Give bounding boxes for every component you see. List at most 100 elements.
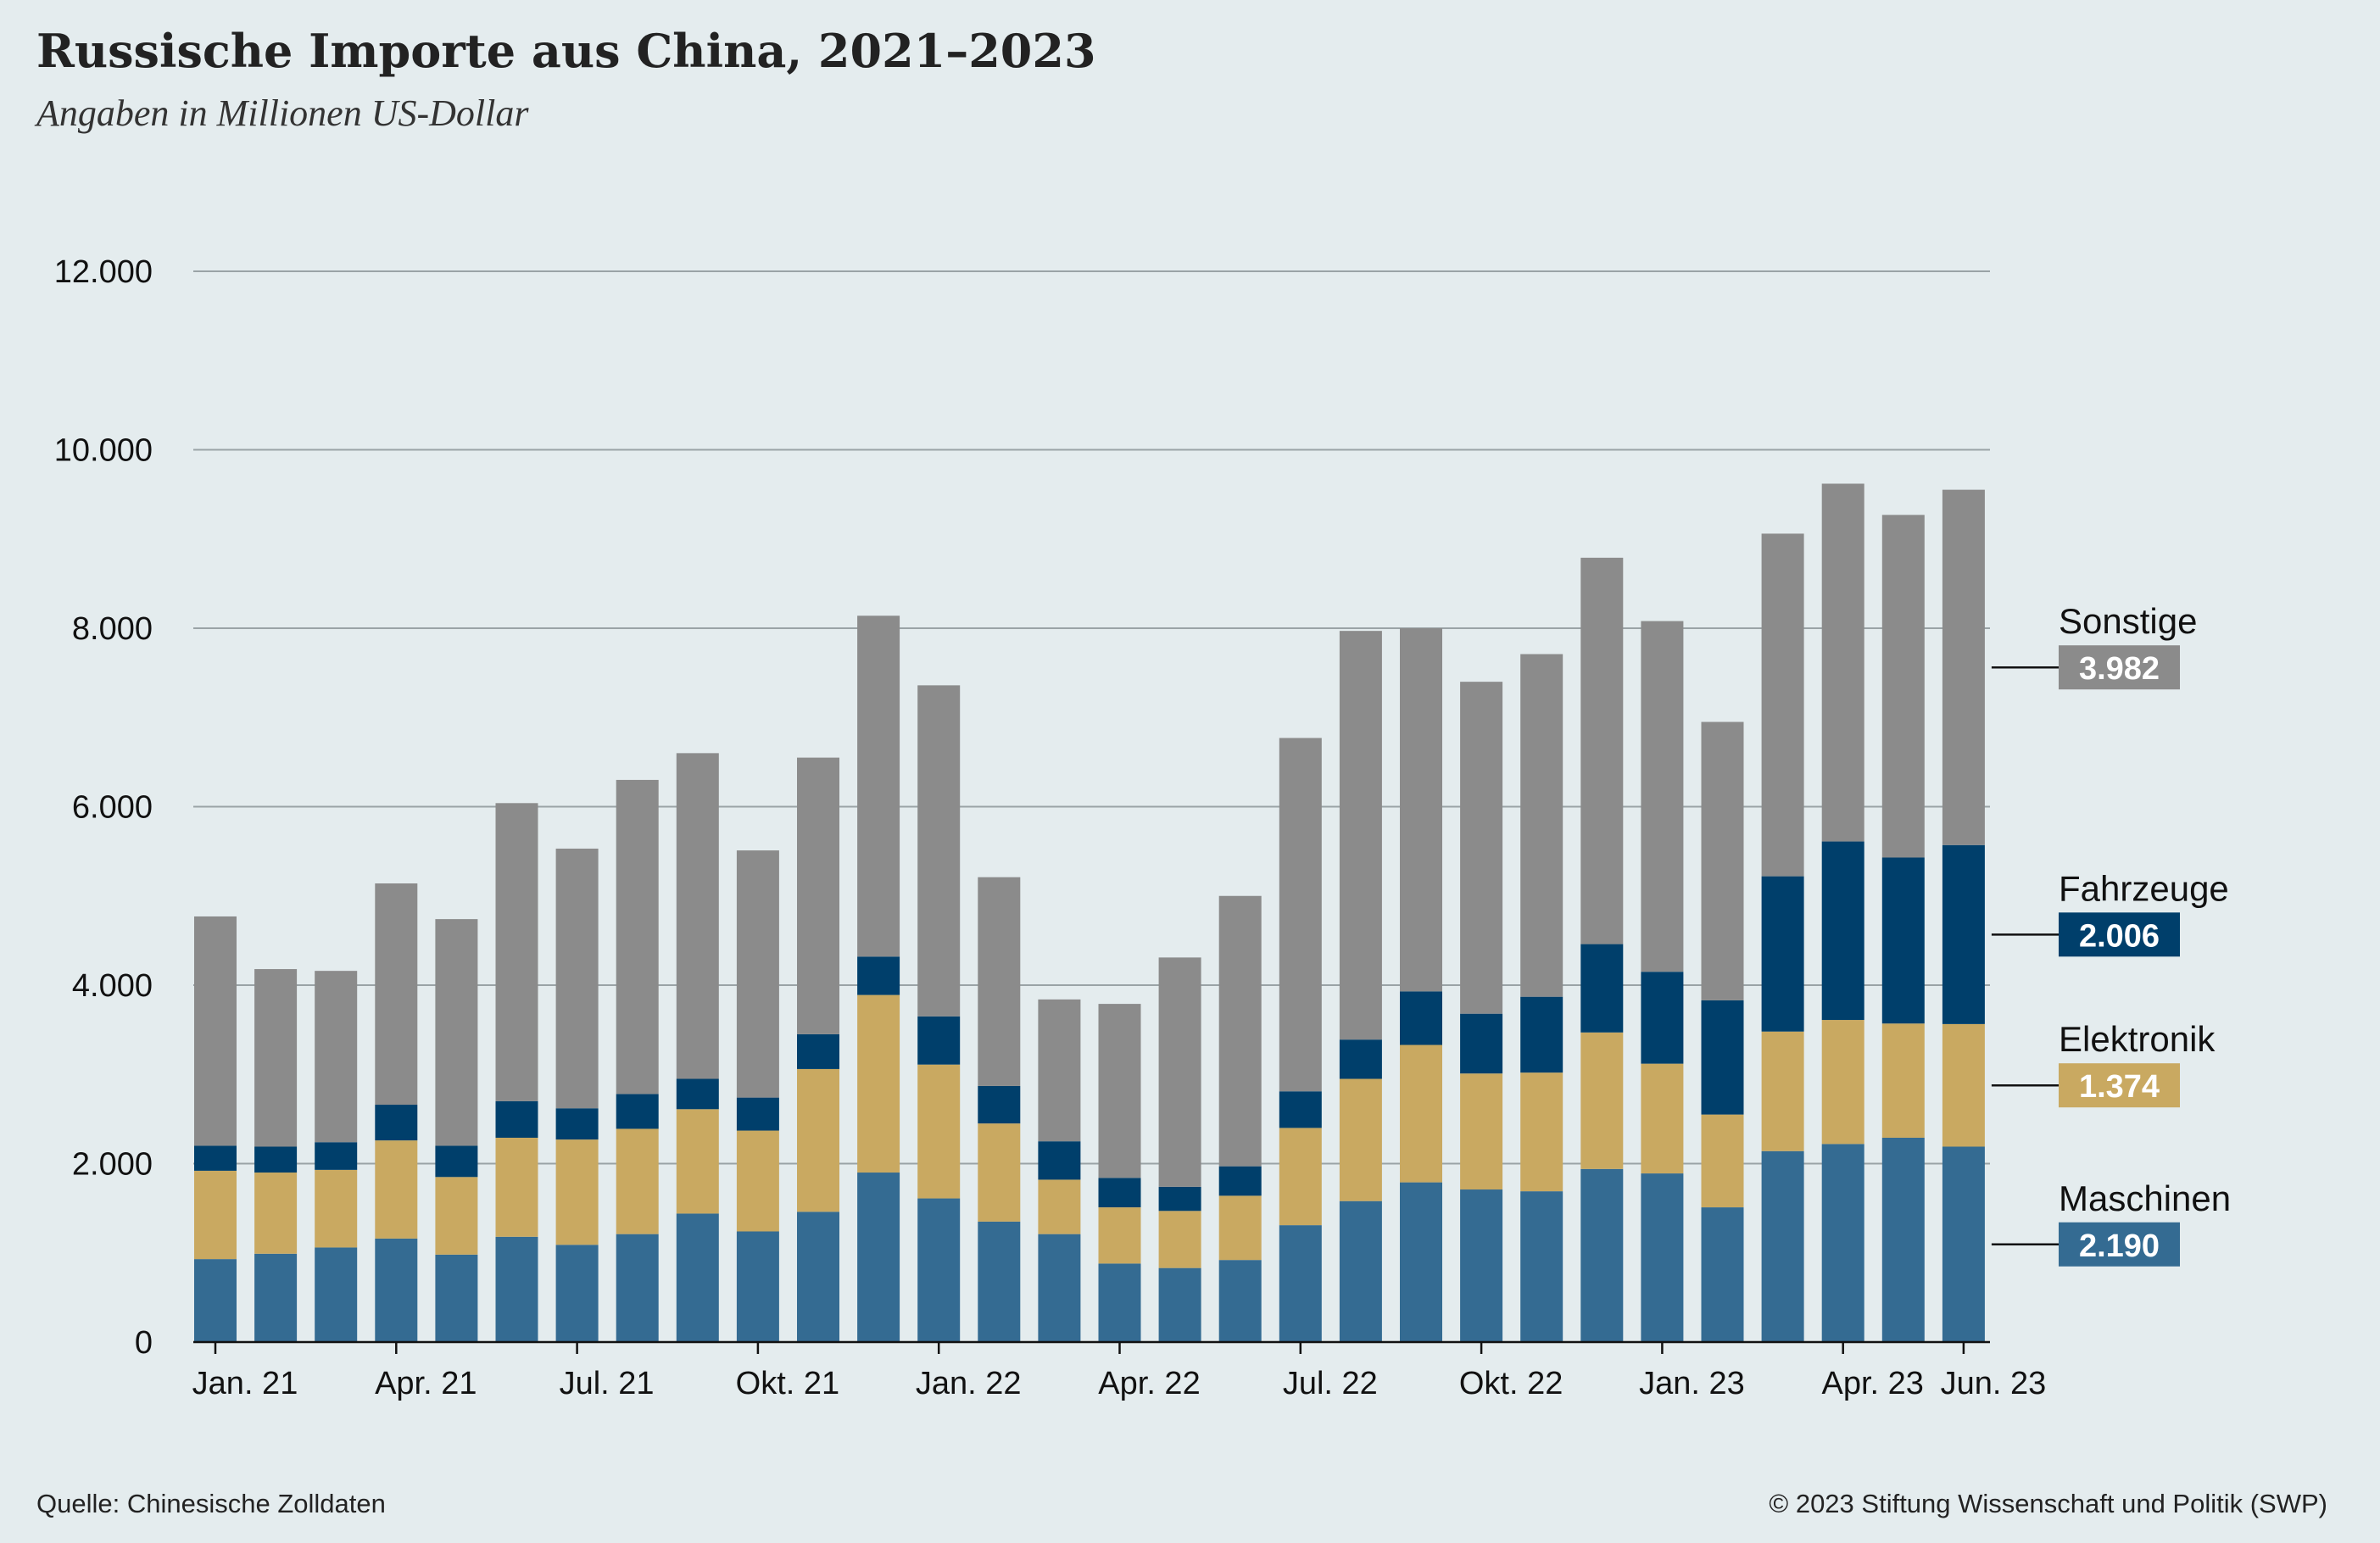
bar-sonstige-28 — [1881, 515, 1925, 858]
bar-maschinen-0 — [194, 1259, 237, 1342]
bar-sonstige-4 — [435, 919, 478, 1146]
bar-maschinen-24 — [1641, 1173, 1684, 1342]
bar-fahrzeuge-13 — [978, 1085, 1021, 1124]
bar-maschinen-3 — [375, 1238, 418, 1342]
bar-maschinen-4 — [435, 1254, 478, 1342]
bar-fahrzeuge-12 — [917, 1016, 961, 1065]
bar-sonstige-1 — [254, 969, 298, 1147]
bar-sonstige-0 — [194, 916, 237, 1146]
bar-maschinen-22 — [1520, 1191, 1563, 1342]
bar-elektronik-4 — [435, 1177, 478, 1255]
bar-sonstige-26 — [1761, 533, 1804, 877]
bar-elektronik-11 — [857, 994, 900, 1173]
bar-maschinen-18 — [1279, 1225, 1322, 1342]
bar-elektronik-0 — [194, 1170, 237, 1260]
bar-maschinen-1 — [254, 1253, 298, 1342]
bar-fahrzeuge-14 — [1038, 1141, 1081, 1180]
bar-maschinen-21 — [1460, 1189, 1503, 1342]
bar-fahrzeuge-26 — [1761, 876, 1804, 1032]
bar-maschinen-28 — [1881, 1137, 1925, 1342]
bar-maschinen-19 — [1339, 1200, 1382, 1342]
bar-fahrzeuge-16 — [1158, 1186, 1201, 1212]
bar-fahrzeuge-21 — [1460, 1013, 1503, 1074]
bar-fahrzeuge-3 — [375, 1105, 418, 1141]
source-note: Quelle: Chinesische Zolldaten — [36, 1489, 386, 1518]
bar-fahrzeuge-19 — [1339, 1039, 1382, 1079]
bar-sonstige-17 — [1218, 895, 1262, 1167]
legend-name-sonstige: Sonstige — [2059, 601, 2197, 641]
legend-value-box-maschinen — [2059, 1222, 2180, 1267]
y-tick-label: 10.000 — [54, 433, 153, 469]
bar-maschinen-10 — [797, 1212, 839, 1342]
axes: 0 2.000 4.000 6.000 8.000 10.000 12.000 Jan. 21… — [54, 254, 2046, 1401]
bar-fahrzeuge-17 — [1218, 1166, 1262, 1196]
bar-maschinen-25 — [1701, 1207, 1744, 1342]
bar-maschinen-5 — [495, 1236, 538, 1342]
bar-sonstige-20 — [1400, 628, 1442, 992]
bar-sonstige-15 — [1098, 1004, 1141, 1178]
bar-elektronik-18 — [1279, 1128, 1322, 1226]
bar-sonstige-18 — [1279, 738, 1322, 1092]
bar-elektronik-1 — [254, 1173, 298, 1254]
y-tick-label: 8.000 — [72, 611, 153, 647]
bar-fahrzeuge-4 — [435, 1145, 478, 1178]
bar-fahrzeuge-15 — [1098, 1178, 1141, 1208]
y-tick-label: 0 — [135, 1325, 153, 1361]
x-tick-label: Jan. 22 — [916, 1366, 1022, 1401]
x-tick-label: Jun. 23 — [1941, 1366, 2047, 1401]
bar-maschinen-16 — [1158, 1267, 1201, 1342]
bar-fahrzeuge-2 — [315, 1142, 358, 1170]
x-tick-label: Jul. 22 — [1283, 1366, 1378, 1401]
bar-elektronik-9 — [736, 1130, 779, 1232]
bar-sonstige-6 — [555, 848, 599, 1109]
bar-sonstige-29 — [1942, 489, 1985, 845]
bar-sonstige-13 — [978, 877, 1021, 1086]
bar-sonstige-22 — [1520, 654, 1563, 997]
bar-elektronik-13 — [978, 1123, 1021, 1222]
bar-maschinen-14 — [1038, 1234, 1081, 1342]
bar-maschinen-26 — [1761, 1150, 1804, 1342]
bar-fahrzeuge-24 — [1641, 972, 1684, 1064]
bar-elektronik-12 — [917, 1064, 961, 1199]
bar-fahrzeuge-29 — [1942, 844, 1985, 1024]
bar-elektronik-7 — [616, 1128, 659, 1234]
bar-fahrzeuge-22 — [1520, 996, 1563, 1073]
bar-sonstige-14 — [1038, 999, 1081, 1142]
bar-fahrzeuge-23 — [1580, 944, 1624, 1033]
y-tick-label: 12.000 — [54, 254, 153, 290]
legend-name-maschinen: Maschinen — [2059, 1178, 2231, 1218]
bar-fahrzeuge-11 — [857, 956, 900, 995]
bar-sonstige-12 — [917, 685, 961, 1017]
chart-subtitle: Angaben in Millionen US-Dollar — [36, 92, 529, 134]
bar-elektronik-23 — [1580, 1032, 1624, 1169]
bar-maschinen-6 — [555, 1245, 599, 1342]
bar-maschinen-9 — [736, 1231, 779, 1342]
bar-maschinen-12 — [917, 1198, 961, 1342]
bar-sonstige-7 — [616, 779, 659, 1095]
bar-sonstige-24 — [1641, 621, 1684, 972]
x-tick-label: Okt. 22 — [1459, 1366, 1563, 1401]
bar-sonstige-5 — [495, 803, 538, 1101]
bar-elektronik-16 — [1158, 1211, 1201, 1268]
y-tick-label: 2.000 — [72, 1147, 153, 1183]
bar-fahrzeuge-1 — [254, 1146, 298, 1173]
bar-fahrzeuge-27 — [1821, 841, 1864, 1021]
bar-maschinen-13 — [978, 1221, 1021, 1342]
bar-fahrzeuge-8 — [676, 1078, 719, 1110]
x-tick-label: Apr. 21 — [375, 1366, 477, 1401]
bar-elektronik-3 — [375, 1140, 418, 1239]
x-tick-label: Apr. 22 — [1098, 1366, 1200, 1401]
bar-elektronik-6 — [555, 1139, 599, 1245]
bar-elektronik-29 — [1942, 1023, 1985, 1147]
legend-value-fahrzeuge: 2.006 — [2079, 918, 2160, 954]
bar-maschinen-17 — [1218, 1260, 1262, 1342]
bar-elektronik-24 — [1641, 1063, 1684, 1174]
x-tick-label: Okt. 21 — [736, 1366, 840, 1401]
x-tick-label: Jan. 21 — [192, 1366, 298, 1401]
bar-maschinen-20 — [1400, 1182, 1442, 1342]
bar-maschinen-11 — [857, 1173, 900, 1342]
bar-sonstige-27 — [1821, 483, 1864, 842]
legend-value-box-fahrzeuge — [2059, 912, 2180, 957]
bar-elektronik-27 — [1821, 1020, 1864, 1145]
